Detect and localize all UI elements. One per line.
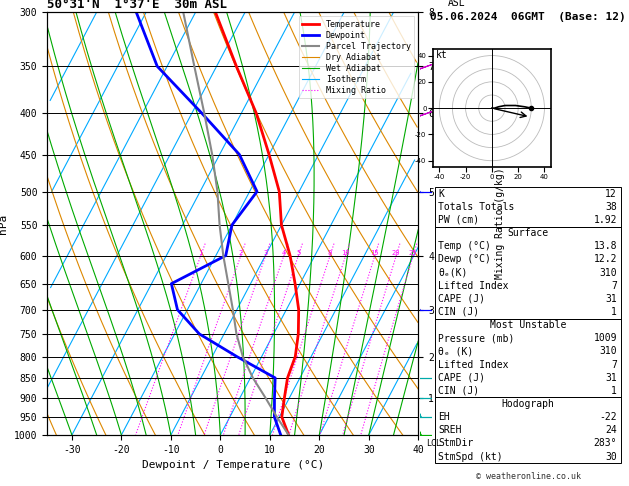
Text: 1: 1 [199,250,203,256]
Text: -22: -22 [599,412,617,422]
Text: 1.92: 1.92 [594,215,617,225]
Text: 15: 15 [370,250,379,256]
Text: EH: EH [438,412,450,422]
Text: 4: 4 [282,250,286,256]
Text: 1: 1 [611,307,617,317]
Y-axis label: hPa: hPa [0,213,8,234]
Text: 50°31'N  1°37'E  30m ASL: 50°31'N 1°37'E 30m ASL [47,0,227,11]
Bar [435,226,621,318]
Text: Most Unstable: Most Unstable [489,320,566,330]
Text: 38: 38 [605,202,617,212]
Text: 24: 24 [605,425,617,435]
Legend: Temperature, Dewpoint, Parcel Trajectory, Dry Adiabat, Wet Adiabat, Isotherm, Mi: Temperature, Dewpoint, Parcel Trajectory… [299,17,414,99]
Text: 20: 20 [392,250,401,256]
Text: K: K [438,189,444,199]
Text: 31: 31 [605,294,617,304]
Text: Mixing Ratio (g/kg): Mixing Ratio (g/kg) [495,168,505,279]
Text: CAPE (J): CAPE (J) [438,373,486,382]
Text: Pressure (mb): Pressure (mb) [438,333,515,343]
Text: LCL: LCL [426,439,441,448]
Text: Surface: Surface [507,228,548,238]
Text: 310: 310 [599,347,617,356]
Text: CIN (J): CIN (J) [438,307,479,317]
Text: 13.8: 13.8 [594,241,617,251]
Text: 8: 8 [328,250,332,256]
Bar [435,318,621,398]
Text: PW (cm): PW (cm) [438,215,479,225]
Text: 10: 10 [342,250,350,256]
Text: km
ASL: km ASL [448,0,465,8]
Text: 7: 7 [611,281,617,291]
Bar [435,187,621,226]
Text: 7: 7 [611,360,617,369]
Text: CIN (J): CIN (J) [438,386,479,396]
Text: Lifted Index: Lifted Index [438,281,509,291]
Text: © weatheronline.co.uk: © weatheronline.co.uk [476,472,581,481]
Text: StmDir: StmDir [438,438,474,449]
Text: Hodograph: Hodograph [501,399,554,409]
Text: 05.06.2024  06GMT  (Base: 12): 05.06.2024 06GMT (Base: 12) [430,12,626,22]
Text: Totals Totals: Totals Totals [438,202,515,212]
Text: SREH: SREH [438,425,462,435]
Text: 3: 3 [264,250,268,256]
Text: 12: 12 [605,189,617,199]
Text: 2: 2 [238,250,243,256]
Text: 310: 310 [599,268,617,278]
Text: 1009: 1009 [594,333,617,343]
Text: θₑ (K): θₑ (K) [438,347,474,356]
Text: 283°: 283° [594,438,617,449]
Text: 1: 1 [611,386,617,396]
Text: θₑ(K): θₑ(K) [438,268,468,278]
Text: StmSpd (kt): StmSpd (kt) [438,451,503,462]
Text: kt: kt [435,51,447,60]
Text: Dewp (°C): Dewp (°C) [438,254,491,264]
X-axis label: Dewpoint / Temperature (°C): Dewpoint / Temperature (°C) [142,460,324,470]
Text: Lifted Index: Lifted Index [438,360,509,369]
Bar [435,398,621,463]
Text: 5: 5 [296,250,301,256]
Text: 12.2: 12.2 [594,254,617,264]
Text: CAPE (J): CAPE (J) [438,294,486,304]
Text: Temp (°C): Temp (°C) [438,241,491,251]
Text: 25: 25 [409,250,418,256]
Text: 31: 31 [605,373,617,382]
Text: 30: 30 [605,451,617,462]
